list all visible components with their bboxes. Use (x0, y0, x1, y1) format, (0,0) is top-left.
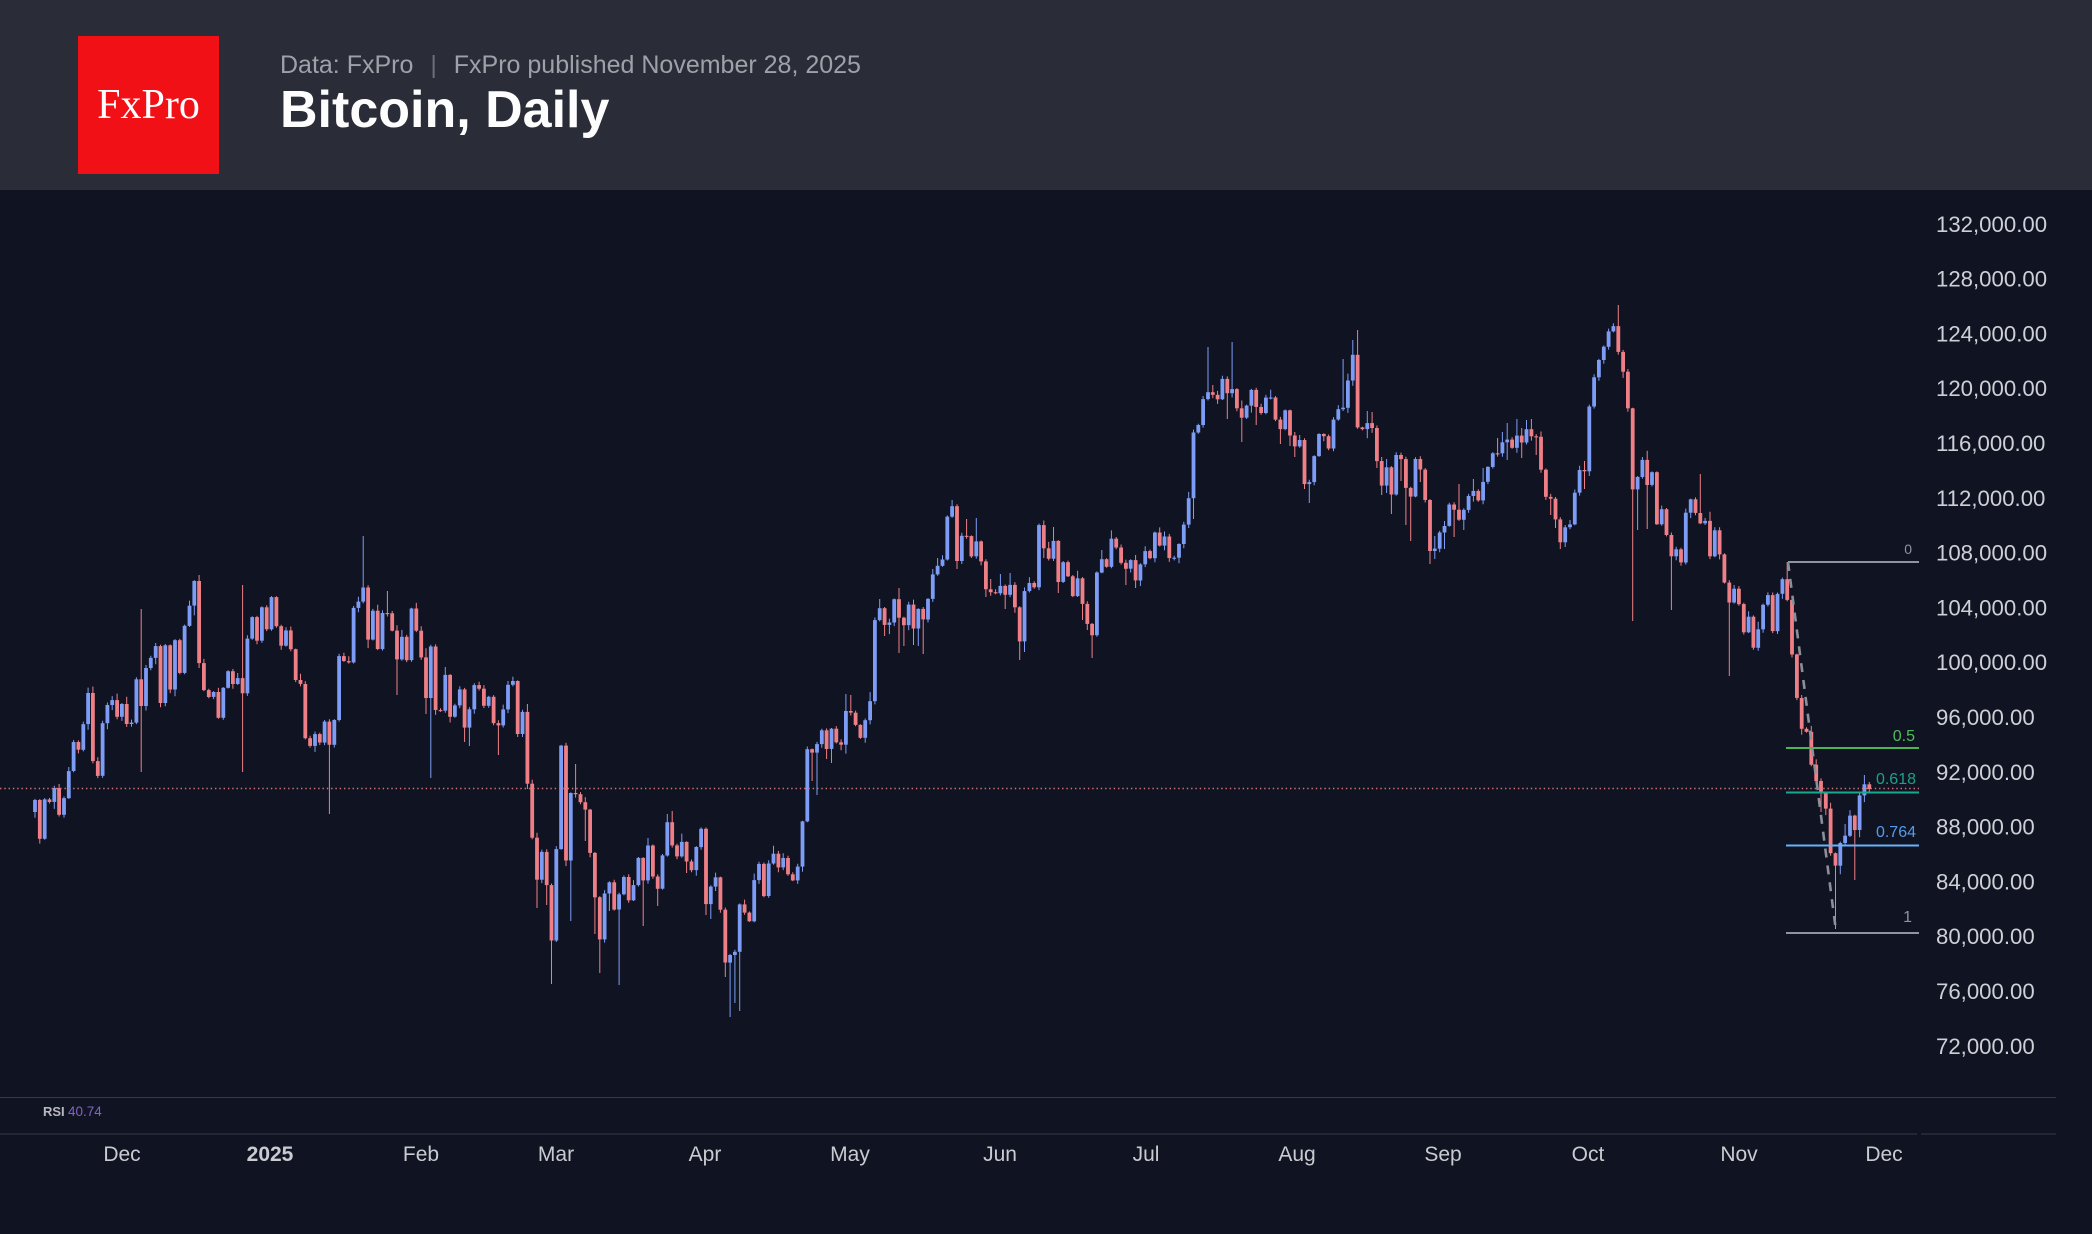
svg-text:Sep: Sep (1424, 1143, 1461, 1166)
svg-text:108,000.00: 108,000.00 (1936, 541, 2047, 566)
svg-text:116,000.00: 116,000.00 (1936, 431, 2045, 456)
svg-text:Nov: Nov (1720, 1143, 1758, 1166)
svg-text:88,000.00: 88,000.00 (1936, 815, 2035, 840)
svg-text:72,000.00: 72,000.00 (1936, 1034, 2035, 1059)
svg-text:128,000.00: 128,000.00 (1936, 267, 2047, 292)
svg-text:96,000.00: 96,000.00 (1936, 705, 2035, 730)
svg-text:RSI: RSI (43, 1104, 65, 1119)
svg-text:Jun: Jun (983, 1143, 1017, 1166)
svg-text:Feb: Feb (403, 1143, 439, 1166)
svg-text:132,000.00: 132,000.00 (1936, 212, 2047, 237)
svg-text:Aug: Aug (1278, 1143, 1315, 1166)
svg-text:2025: 2025 (247, 1143, 294, 1166)
svg-text:112,000.00: 112,000.00 (1936, 486, 2045, 511)
svg-text:100,000.00: 100,000.00 (1936, 650, 2047, 675)
svg-text:Mar: Mar (538, 1143, 574, 1166)
svg-text:92,000.00: 92,000.00 (1936, 760, 2035, 785)
svg-text:Dec: Dec (103, 1143, 140, 1166)
svg-text:40.74: 40.74 (68, 1104, 102, 1119)
svg-text:Dec: Dec (1865, 1143, 1902, 1166)
svg-text:76,000.00: 76,000.00 (1936, 979, 2035, 1004)
svg-text:0: 0 (1904, 541, 1912, 557)
svg-text:104,000.00: 104,000.00 (1936, 595, 2047, 620)
svg-text:1: 1 (1903, 909, 1912, 926)
svg-text:0.5: 0.5 (1893, 728, 1915, 745)
svg-text:124,000.00: 124,000.00 (1936, 321, 2047, 346)
svg-text:May: May (830, 1143, 870, 1166)
svg-text:0.764: 0.764 (1876, 824, 1916, 841)
svg-text:Apr: Apr (689, 1143, 722, 1166)
svg-text:120,000.00: 120,000.00 (1936, 376, 2047, 401)
svg-text:80,000.00: 80,000.00 (1936, 924, 2035, 949)
svg-text:Jul: Jul (1133, 1143, 1160, 1166)
svg-text:Oct: Oct (1572, 1143, 1605, 1166)
svg-text:0.618: 0.618 (1876, 771, 1916, 788)
svg-text:84,000.00: 84,000.00 (1936, 869, 2035, 894)
